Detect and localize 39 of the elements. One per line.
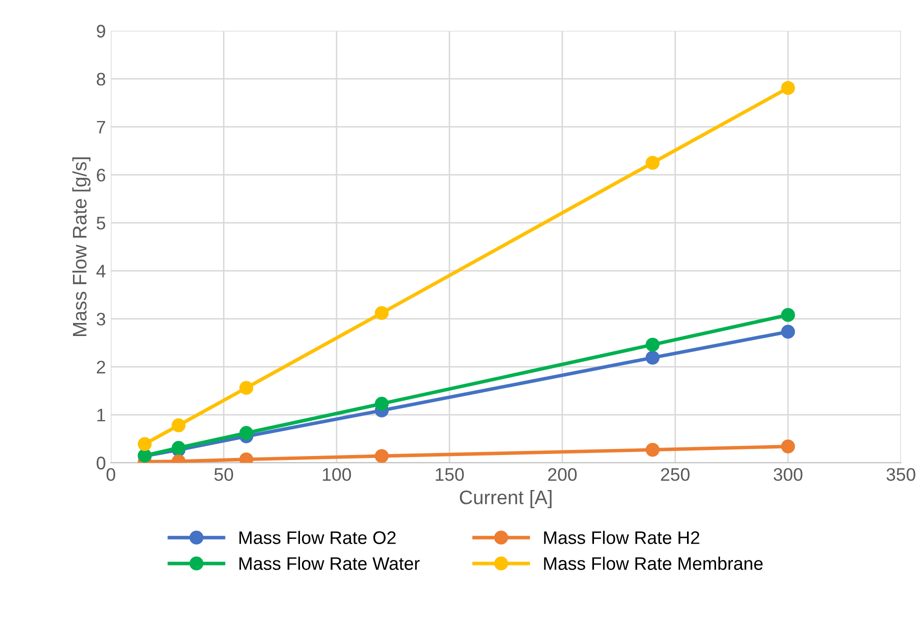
point [646,350,660,365]
y-tick-label: 5 [96,216,106,230]
point [374,449,389,463]
point [781,324,795,339]
legend-label: Mass Flow Rate O2 [239,530,396,544]
y-tick-label: 7 [96,120,106,134]
point [646,156,660,170]
point [781,439,795,454]
y-tick-label: 4 [96,264,106,278]
x-tick-label: 200 [548,468,577,481]
x-tick-label: 250 [661,468,690,481]
x-tick-label: 50 [214,468,234,481]
point [781,81,795,95]
legend-label: Mass Flow Rate Water [239,556,420,570]
legend-label: Mass Flow Rate H2 [544,530,700,544]
point [646,338,660,352]
point [138,437,152,451]
x-tick-label: 150 [436,468,464,481]
legend-label: Mass Flow Rate Membrane [544,556,763,570]
y-tick-label: 8 [96,72,106,86]
x-tick-label: 0 [106,468,116,481]
y-tick-label: 3 [96,312,106,326]
point [374,396,389,411]
point [374,306,389,320]
x-tick-label: 300 [774,468,802,481]
x-tick-label: 100 [322,468,351,481]
x-axis-title: Current [A] [460,490,552,508]
y-tick-label: 9 [96,24,106,38]
y-axis-title: Mass Flow Rate [g/s] [72,157,90,336]
x-tick-label: 350 [886,468,916,481]
y-tick-label: 2 [96,360,106,374]
point [646,442,660,457]
point [781,308,795,322]
point [172,418,186,432]
point [239,380,254,395]
y-tick-label: 1 [97,408,106,422]
y-tick-label: 0 [96,456,106,470]
point [239,426,254,440]
y-tick-label: 6 [96,168,106,182]
